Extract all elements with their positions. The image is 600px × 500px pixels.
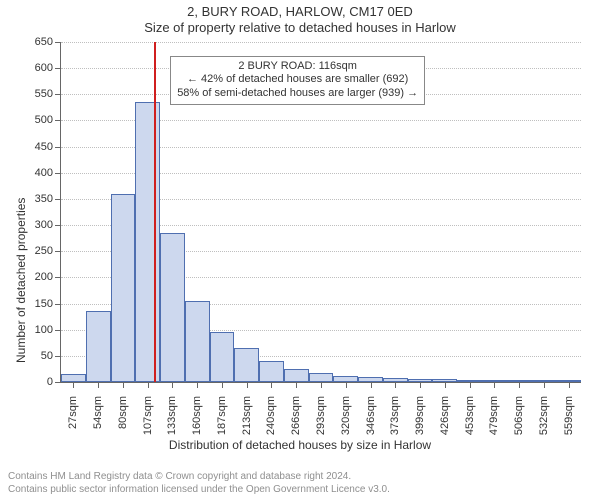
y-tick <box>55 120 61 121</box>
plot-area: 0501001502002503003504004505005506006502… <box>60 42 581 383</box>
x-axis-title: Distribution of detached houses by size … <box>0 438 600 452</box>
x-tick <box>420 382 421 388</box>
histogram-bar <box>309 373 334 382</box>
footer-line1: Contains HM Land Registry data © Crown c… <box>8 471 390 484</box>
x-tick <box>569 382 570 388</box>
x-tick <box>321 382 322 388</box>
histogram-bar <box>160 233 185 382</box>
annotation-line: ← 42% of detached houses are smaller (69… <box>177 73 418 87</box>
y-tick-label: 450 <box>5 141 53 153</box>
histogram-bar <box>259 361 284 382</box>
y-tick <box>55 356 61 357</box>
y-tick-label: 0 <box>5 376 53 388</box>
reference-line <box>154 42 156 382</box>
grid-line <box>61 42 581 43</box>
y-tick-label: 550 <box>5 88 53 100</box>
x-tick <box>123 382 124 388</box>
x-tick <box>271 382 272 388</box>
histogram-bar <box>111 194 136 382</box>
x-tick <box>197 382 198 388</box>
y-tick <box>55 94 61 95</box>
histogram-bar <box>284 369 309 382</box>
y-tick-label: 400 <box>5 167 53 179</box>
histogram-bar <box>234 348 259 382</box>
x-tick <box>296 382 297 388</box>
x-tick <box>395 382 396 388</box>
y-tick-label: 250 <box>5 245 53 257</box>
y-tick <box>55 68 61 69</box>
y-tick-label: 200 <box>5 271 53 283</box>
x-tick <box>445 382 446 388</box>
histogram-bar <box>61 374 86 382</box>
x-tick <box>247 382 248 388</box>
y-tick-label: 150 <box>5 298 53 310</box>
y-tick-label: 650 <box>5 36 53 48</box>
x-tick <box>346 382 347 388</box>
y-tick-label: 100 <box>5 324 53 336</box>
x-tick <box>470 382 471 388</box>
x-tick <box>172 382 173 388</box>
histogram-bar <box>86 311 111 382</box>
y-tick <box>55 173 61 174</box>
footer-attribution: Contains HM Land Registry data © Crown c… <box>8 471 390 496</box>
x-tick <box>98 382 99 388</box>
y-tick <box>55 199 61 200</box>
x-tick <box>371 382 372 388</box>
histogram-bar <box>210 332 235 382</box>
y-tick-label: 500 <box>5 114 53 126</box>
y-tick <box>55 382 61 383</box>
y-tick <box>55 304 61 305</box>
chart-container: 2, BURY ROAD, HARLOW, CM17 0ED Size of p… <box>0 0 600 500</box>
y-tick-label: 300 <box>5 219 53 231</box>
y-tick <box>55 42 61 43</box>
y-tick-label: 50 <box>5 350 53 362</box>
x-tick <box>148 382 149 388</box>
x-tick <box>519 382 520 388</box>
y-tick <box>55 147 61 148</box>
y-tick-label: 600 <box>5 62 53 74</box>
y-tick <box>55 251 61 252</box>
chart-subtitle: Size of property relative to detached ho… <box>0 20 600 35</box>
annotation-box: 2 BURY ROAD: 116sqm← 42% of detached hou… <box>170 56 425 105</box>
y-tick-label: 350 <box>5 193 53 205</box>
y-tick <box>55 330 61 331</box>
x-tick <box>73 382 74 388</box>
x-tick <box>222 382 223 388</box>
histogram-bar <box>135 102 160 382</box>
annotation-line: 58% of semi-detached houses are larger (… <box>177 87 418 101</box>
footer-line2: Contains public sector information licen… <box>8 484 390 497</box>
y-tick <box>55 225 61 226</box>
x-tick <box>544 382 545 388</box>
y-tick <box>55 277 61 278</box>
x-tick <box>494 382 495 388</box>
chart-title: 2, BURY ROAD, HARLOW, CM17 0ED <box>0 4 600 19</box>
annotation-line: 2 BURY ROAD: 116sqm <box>177 60 418 74</box>
histogram-bar <box>185 301 210 382</box>
